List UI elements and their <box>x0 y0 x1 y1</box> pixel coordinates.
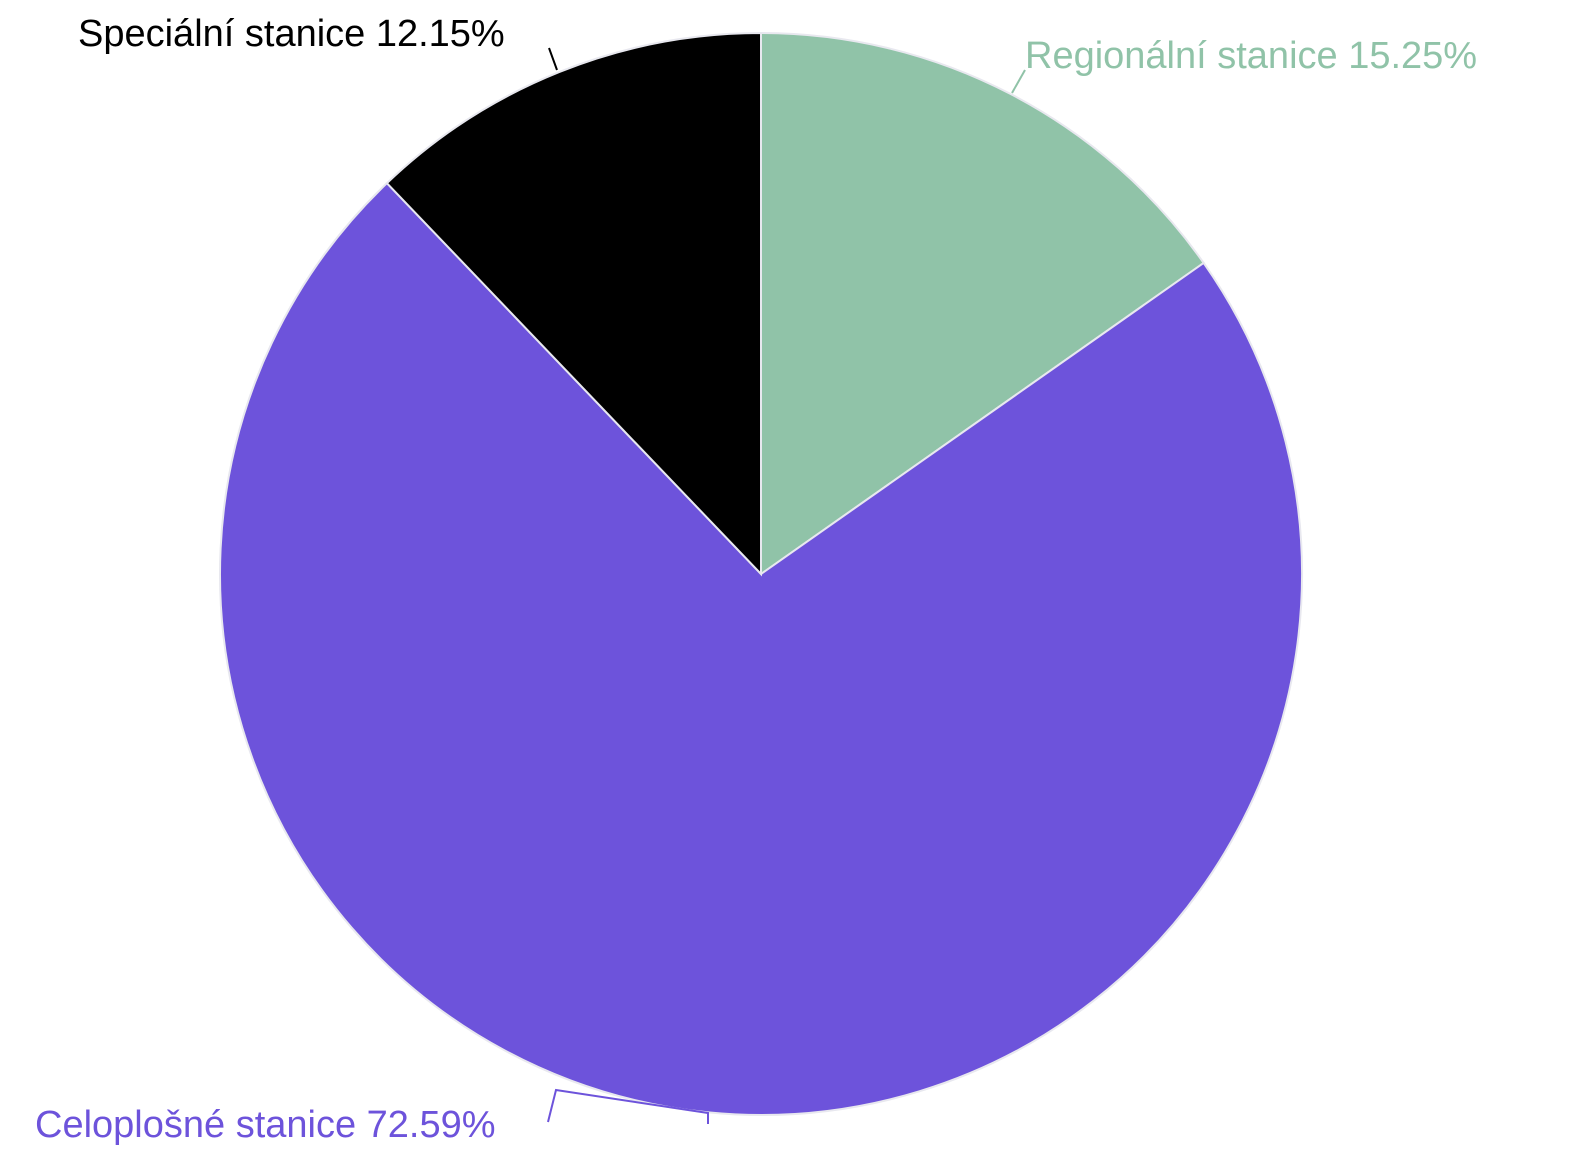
leader-line <box>547 1088 709 1124</box>
pie-slices <box>219 31 1303 1116</box>
leader-line <box>1011 69 1026 94</box>
slice-label: Regionální stanice 15.25% <box>1025 35 1477 77</box>
slice-label: Celoplošné stanice 72.59% <box>35 1104 496 1146</box>
pie-slice-speci-ln-stanice <box>385 31 762 577</box>
slice-label: Speciální stanice 12.15% <box>78 13 505 55</box>
leader-line <box>548 47 558 71</box>
pie-slice-region-ln-stanice <box>760 31 1206 576</box>
label-leader-lines <box>547 47 1026 1124</box>
slice-labels: Regionální stanice 15.25% Celoplošné stan… <box>35 13 1477 1146</box>
